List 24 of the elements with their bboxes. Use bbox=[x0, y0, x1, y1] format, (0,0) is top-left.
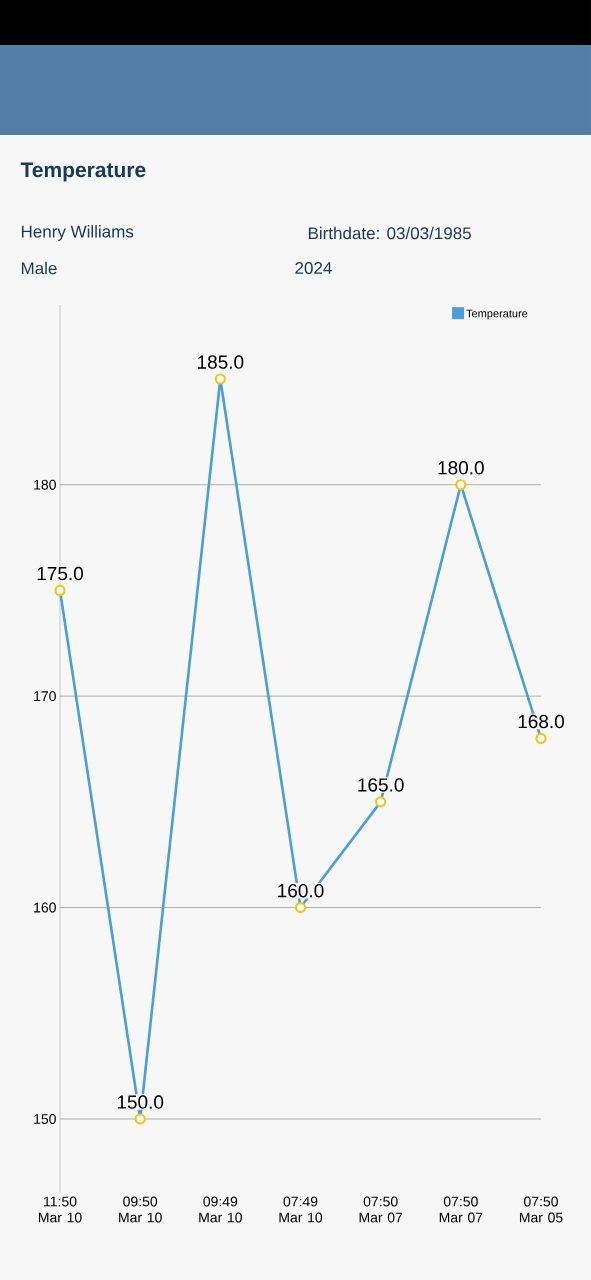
x-tick-label: 07:50 Mar 05 bbox=[519, 1196, 563, 1223]
x-tick-label: 11:50 Mar 10 bbox=[38, 1196, 82, 1223]
y-tick-label: 150 bbox=[34, 1114, 56, 1124]
x-tick-label: 07:50 Mar 07 bbox=[439, 1196, 483, 1223]
text: Henry Williams bbox=[21, 225, 134, 241]
x-tick-label: 09:49 Mar 10 bbox=[199, 1196, 242, 1223]
text: 175.0 bbox=[37, 566, 84, 581]
text: 185.0 bbox=[198, 355, 244, 369]
y-tick-label: 160 bbox=[34, 902, 56, 913]
x-tick-label: 07:50 Mar 07 bbox=[359, 1196, 403, 1223]
text: 165.0 bbox=[358, 778, 404, 792]
y-tick-label: 180 bbox=[34, 479, 56, 490]
text: Male bbox=[21, 261, 57, 275]
chart-title: Temperature bbox=[20, 162, 146, 182]
x-tick-label: 07:49 Mar 10 bbox=[279, 1196, 323, 1223]
text: Birthdate: 03/03/1985 bbox=[308, 226, 471, 240]
text: 2024 bbox=[295, 261, 332, 275]
text: 180.0 bbox=[438, 461, 484, 475]
text: 150.0 bbox=[117, 1095, 164, 1109]
legend-label: Temperature bbox=[466, 309, 528, 320]
x-tick-label: 09:50 Mar 10 bbox=[119, 1196, 162, 1223]
text: 160.0 bbox=[278, 883, 324, 898]
y-tick-label: 170 bbox=[34, 691, 56, 702]
text: 168.0 bbox=[518, 714, 565, 729]
